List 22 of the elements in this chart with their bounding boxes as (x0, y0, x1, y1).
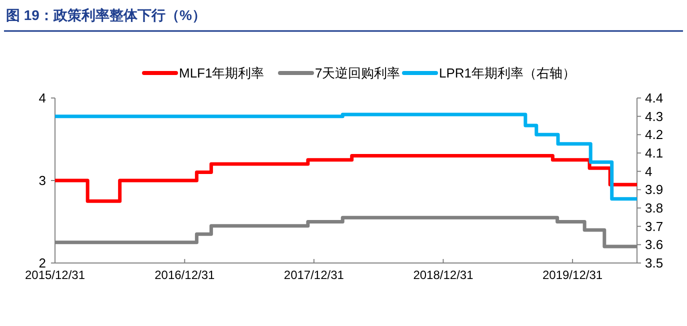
x-tick-label: 2015/12/31 (24, 268, 86, 282)
y2-tick-label: 4.3 (645, 108, 664, 124)
x-tick-label: 2019/12/31 (542, 268, 603, 282)
legend-label: MLF1年期利率 (179, 66, 264, 81)
y2-tick-label: 4.4 (645, 90, 664, 106)
legend-label: LPR1年期利率（右轴） (439, 66, 576, 81)
x-tick-label: 2018/12/31 (413, 268, 474, 282)
y2-tick-label: 3.5 (645, 256, 664, 271)
y2-tick-label: 4 (645, 164, 652, 179)
y2-tick-label: 3.8 (645, 200, 664, 216)
y-tick-label: 4 (38, 90, 46, 106)
x-tick-label: 2017/12/31 (284, 268, 344, 282)
y-tick-label: 3 (38, 173, 46, 188)
legend-label: 7天逆回购利率 (315, 66, 400, 81)
y2-tick-label: 4.1 (645, 146, 664, 161)
y2-tick-label: 4.2 (645, 127, 664, 142)
y2-tick-label: 3.6 (645, 237, 664, 252)
chart-title: 图 19：政策利率整体下行（%） (6, 7, 206, 23)
y-tick-label: 2 (38, 256, 46, 271)
x-tick-label: 2016/12/31 (154, 268, 215, 282)
y2-tick-label: 3.9 (645, 182, 664, 198)
y2-tick-label: 3.7 (645, 218, 664, 234)
